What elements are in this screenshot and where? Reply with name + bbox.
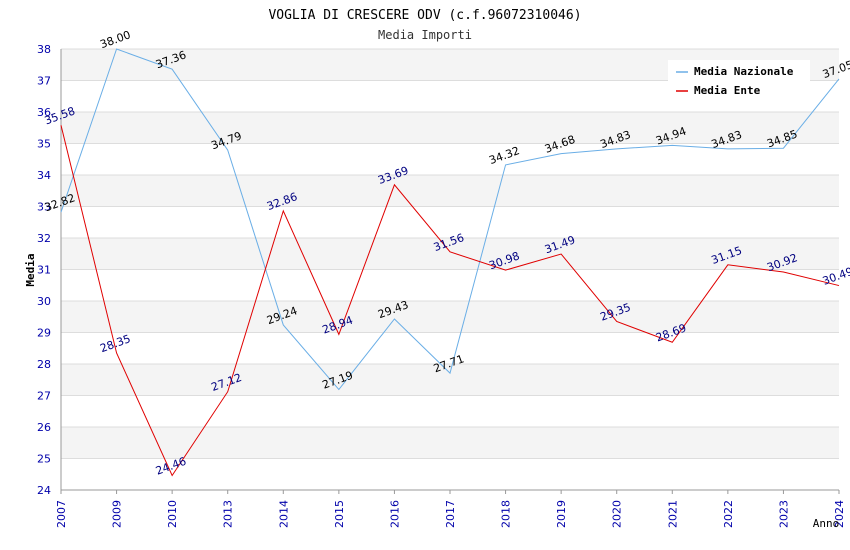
plot-band bbox=[61, 175, 839, 207]
x-tick-label: 2016 bbox=[388, 500, 401, 528]
series-line-media-ente bbox=[60, 125, 840, 477]
y-tick-label: 33 bbox=[37, 201, 51, 214]
y-tick-label: 35 bbox=[37, 138, 51, 151]
legend-box bbox=[668, 60, 810, 102]
x-tick-label: 2010 bbox=[166, 500, 179, 528]
plot-band bbox=[61, 143, 839, 175]
y-tick-label: 27 bbox=[37, 390, 51, 403]
series-lines bbox=[60, 48, 840, 477]
y-tick-label: 28 bbox=[37, 358, 51, 371]
x-tick-label: 2022 bbox=[722, 500, 735, 528]
x-tick-label: 2014 bbox=[277, 500, 290, 528]
y-tick-label: 24 bbox=[37, 484, 51, 497]
chart-title: VOGLIA DI CRESCERE ODV (c.f.96072310046) bbox=[268, 8, 581, 23]
x-axis-ticks: 2007 2009 2010 2013 2014 2015 2016 2017 2018 2019… bbox=[55, 490, 846, 528]
data-label: 38.00 bbox=[98, 28, 132, 51]
legend: Media Nazionale Media Ente bbox=[668, 60, 810, 102]
plot-band bbox=[61, 332, 839, 364]
plot-band bbox=[61, 112, 839, 144]
x-tick-label: 2020 bbox=[611, 500, 624, 528]
y-tick-label: 29 bbox=[37, 327, 51, 340]
y-tick-label: 26 bbox=[37, 421, 51, 434]
x-tick-label: 2009 bbox=[111, 500, 124, 528]
grid-lines bbox=[61, 48, 839, 491]
x-tick-label: 2023 bbox=[777, 500, 790, 528]
plot-band bbox=[61, 269, 839, 301]
y-tick-label: 37 bbox=[37, 75, 51, 88]
legend-label-media-ente: Media Ente bbox=[694, 84, 761, 97]
x-tick-label: 2019 bbox=[555, 500, 568, 528]
x-tick-label: 2018 bbox=[500, 500, 513, 528]
plot-bands bbox=[61, 49, 839, 490]
series-line-media-nazionale bbox=[60, 48, 840, 391]
plot-band bbox=[61, 427, 839, 459]
y-tick-label: 32 bbox=[37, 232, 51, 245]
plot-band bbox=[61, 301, 839, 333]
x-tick-label: 2015 bbox=[333, 500, 346, 528]
y-tick-label: 31 bbox=[37, 264, 51, 277]
legend-label-media-nazionale: Media Nazionale bbox=[694, 65, 794, 78]
y-tick-label: 30 bbox=[37, 295, 51, 308]
y-axis-ticks: 24 25 26 27 28 29 30 31 32 33 34 35 36 37 38 bbox=[37, 43, 51, 497]
y-tick-label: 25 bbox=[37, 453, 51, 466]
x-tick-label: 2021 bbox=[666, 500, 679, 528]
y-tick-label: 38 bbox=[37, 43, 51, 56]
y-tick-label: 34 bbox=[37, 169, 51, 182]
y-tick-label: 36 bbox=[37, 106, 51, 119]
plot-band bbox=[61, 206, 839, 238]
plot-band bbox=[61, 395, 839, 427]
x-tick-label: 2013 bbox=[222, 500, 235, 528]
x-tick-label: 2007 bbox=[55, 500, 68, 528]
y-axis-label: Media bbox=[24, 253, 37, 286]
plot-band bbox=[61, 458, 839, 490]
chart-subtitle: Media Importi bbox=[378, 28, 472, 42]
plot-band bbox=[61, 238, 839, 270]
x-tick-label: 2024 bbox=[833, 500, 846, 528]
plot-band bbox=[61, 364, 839, 396]
x-tick-label: 2017 bbox=[444, 500, 457, 528]
x-axis-label: Anno bbox=[813, 517, 840, 530]
